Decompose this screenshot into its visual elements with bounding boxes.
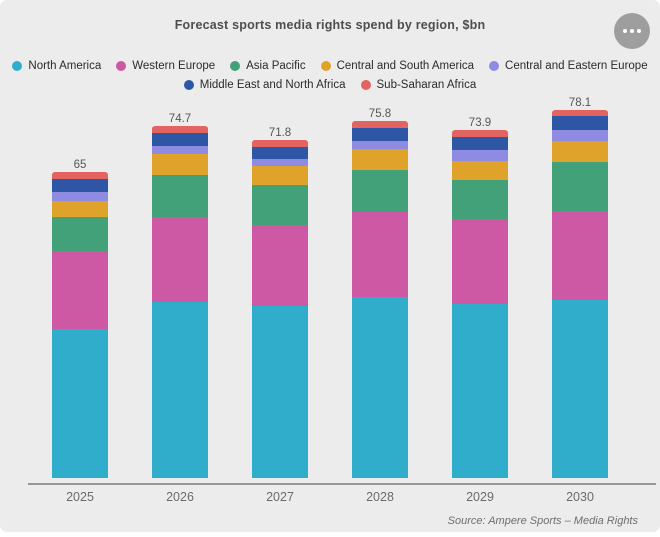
bar-segment	[252, 224, 308, 306]
more-options-button[interactable]	[614, 13, 650, 49]
bar-segment	[452, 161, 508, 180]
bar-segment	[352, 141, 408, 150]
bar-segment	[552, 130, 608, 142]
bar-total-label: 71.8	[268, 127, 292, 139]
legend-label: Western Europe	[132, 60, 216, 72]
legend-row: North America Western Europe Asia Pacific C…	[0, 60, 660, 72]
bar-total-label: 73.9	[468, 117, 492, 129]
legend-item: Middle East and North Africa	[183, 79, 346, 91]
legend-label: Middle East and North Africa	[199, 79, 346, 91]
legend-item: North America	[12, 60, 101, 72]
legend-label: Central and South America	[336, 60, 475, 72]
bar-segment	[252, 158, 308, 166]
bar-total-label: 78.1	[568, 97, 592, 109]
bar-total-label: 74.7	[168, 113, 192, 125]
legend-item: Central and Eastern Europe	[489, 60, 648, 72]
bar-segment	[152, 216, 208, 302]
ellipsis-icon	[623, 29, 627, 33]
x-axis-label: 2025	[66, 490, 94, 504]
bar-segment	[52, 201, 108, 218]
bar-segment	[352, 212, 408, 298]
bar-segment	[452, 150, 508, 162]
legend-dot-icon	[12, 61, 23, 71]
stacked-bar-2026	[152, 126, 208, 478]
legend-label: Central and Eastern Europe	[505, 60, 648, 72]
stacked-bar-2030	[552, 110, 608, 478]
bar-segment	[252, 147, 308, 159]
bar-segment	[252, 165, 308, 185]
legend-dot-icon	[230, 61, 241, 71]
bar-segment	[452, 130, 508, 138]
bar-segment	[152, 174, 208, 217]
legend-dot-icon	[116, 61, 127, 71]
bar-segment	[252, 140, 308, 148]
legend-item: Central and South America	[320, 60, 475, 72]
source-note: Source: Ampere Sports – Media Rights	[447, 515, 638, 527]
legend-row: Middle East and North Africa Sub-Saharan …	[0, 79, 660, 91]
stacked-bar-2027	[252, 140, 308, 478]
legend-dot-icon	[489, 61, 500, 71]
bar-segment	[52, 251, 108, 330]
x-axis-line	[28, 483, 656, 485]
bar-segment	[252, 305, 308, 478]
bar-total-label: 65	[73, 159, 87, 171]
bar-segment	[552, 162, 608, 211]
x-axis-label: 2028	[366, 490, 394, 504]
bar-segment	[152, 145, 208, 154]
ellipsis-icon	[630, 29, 634, 33]
chart-title: Forecast sports media rights spend by re…	[174, 18, 486, 32]
x-axis-label: 2027	[266, 490, 294, 504]
bar-segment	[352, 149, 408, 170]
legend-label: North America	[28, 60, 102, 72]
bar-segment	[52, 192, 108, 202]
legend-label: Asia Pacific	[246, 60, 306, 72]
bar-segment	[352, 169, 408, 213]
bar-segment	[552, 299, 608, 478]
legend-dot-icon	[320, 61, 331, 71]
bar-segment	[552, 110, 608, 117]
bar-segment	[52, 217, 108, 252]
legend-dot-icon	[183, 80, 194, 90]
x-axis-label: 2029	[466, 490, 494, 504]
bar-segment	[352, 297, 408, 478]
bar-segment	[152, 301, 208, 478]
bar-segment	[252, 184, 308, 225]
bar-segment	[152, 153, 208, 175]
legend-item: Sub-Saharan Africa	[360, 79, 477, 91]
bar-segment	[152, 126, 208, 134]
bar-segment	[452, 179, 508, 219]
stacked-bar-2028	[352, 121, 408, 478]
bar-total-label: 75.8	[368, 108, 392, 120]
bar-segment	[552, 210, 608, 300]
bar-segment	[52, 329, 108, 478]
legend-item: Asia Pacific	[230, 60, 306, 72]
bar-segment	[352, 121, 408, 129]
bar-segment	[52, 179, 108, 193]
legend-item: Western Europe	[116, 60, 215, 72]
bar-segment	[352, 128, 408, 142]
bar-segment	[552, 116, 608, 131]
bar-segment	[52, 172, 108, 180]
legend-dot-icon	[360, 80, 371, 90]
x-axis-label: 2026	[166, 490, 194, 504]
bar-segment	[452, 303, 508, 478]
bar-segment	[152, 133, 208, 146]
ellipsis-icon	[637, 29, 641, 33]
legend-label: Sub-Saharan Africa	[376, 79, 477, 91]
bar-segment	[552, 141, 608, 163]
stacked-bar-2025	[52, 172, 108, 478]
stacked-bar-2029	[452, 130, 508, 478]
bar-segment	[452, 137, 508, 151]
x-axis-label: 2030	[566, 490, 594, 504]
bar-segment	[452, 219, 508, 304]
